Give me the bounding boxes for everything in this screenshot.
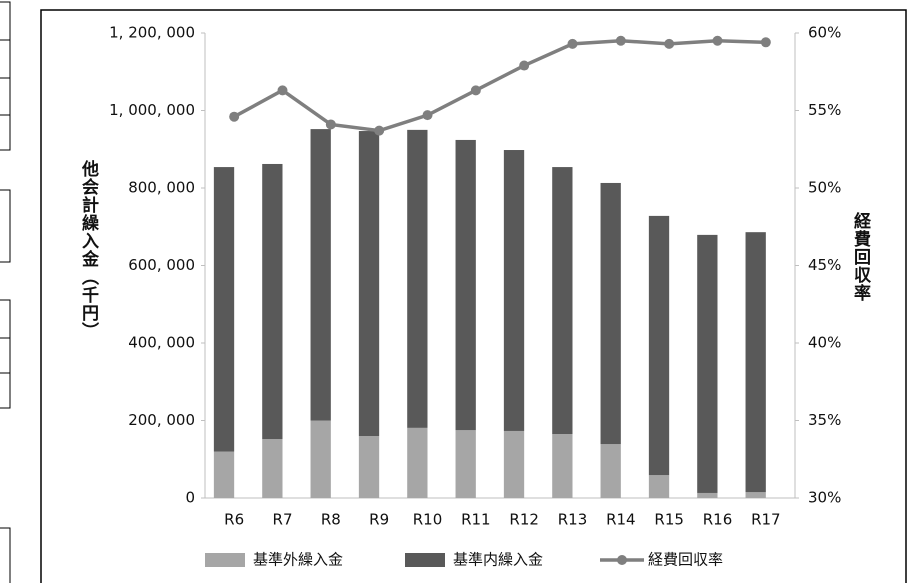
y-tick-label: 1, 200, 000	[109, 24, 195, 42]
y-axis-title: 他会計繰入金（千円）	[78, 159, 100, 340]
line-point	[760, 37, 771, 48]
y2-axis-title: 経費回収率	[850, 211, 871, 302]
bar	[697, 492, 718, 498]
bar	[503, 150, 525, 431]
legend-swatch	[205, 553, 245, 567]
y-tick-label: 0	[185, 489, 195, 507]
x-tick-label: R11	[461, 511, 491, 529]
bar	[552, 434, 573, 498]
y2-tick-label: 45%	[808, 256, 841, 274]
line-point	[229, 111, 240, 122]
bar	[407, 129, 428, 428]
legend-label: 基準外繰入金	[253, 551, 343, 569]
bar	[358, 436, 380, 498]
fragment	[0, 527, 11, 583]
x-tick-label: R8	[321, 511, 341, 529]
bar	[310, 420, 331, 498]
x-tick-label: R14	[606, 511, 636, 529]
y2-tick-label: 60%	[808, 24, 841, 42]
bar	[648, 215, 670, 476]
legend-label: 基準内繰入金	[453, 551, 543, 569]
bar	[552, 167, 573, 435]
bar	[600, 444, 621, 498]
bar	[358, 131, 380, 436]
x-tick-label: R15	[654, 511, 684, 529]
x-tick-label: R9	[369, 511, 389, 529]
legend-swatch	[405, 553, 445, 567]
fragment	[0, 1, 11, 151]
line-point	[422, 110, 433, 121]
line-point	[712, 35, 723, 46]
x-tick-label: R7	[273, 511, 293, 529]
legend-label: 経費回収率	[648, 551, 723, 569]
side-fragments	[0, 1, 11, 583]
bar	[213, 167, 235, 452]
bar	[455, 430, 476, 498]
legend-swatch	[617, 555, 627, 565]
bar	[697, 234, 718, 493]
x-tick-label: R13	[558, 511, 588, 529]
y-tick-label: 600, 000	[128, 256, 195, 274]
bar	[262, 163, 283, 440]
y2-tick-label: 35%	[808, 411, 841, 429]
chart-frame	[40, 9, 907, 583]
y2-tick-label: 50%	[808, 179, 841, 197]
bar	[503, 430, 525, 498]
y2-tick-label: 30%	[808, 489, 841, 507]
bar	[745, 492, 766, 498]
bar	[213, 451, 235, 498]
line-point	[277, 85, 288, 96]
fragment	[0, 189, 11, 263]
bar	[310, 129, 331, 421]
line-point	[615, 35, 626, 46]
y-tick-label: 400, 000	[128, 334, 195, 352]
line-point	[567, 38, 578, 49]
line	[233, 38, 766, 133]
bar	[745, 232, 766, 493]
bar	[648, 475, 670, 498]
bar	[262, 439, 283, 498]
x-tick-label: R10	[413, 511, 443, 529]
line-point	[519, 60, 530, 71]
x-tick-label: R16	[703, 511, 733, 529]
x-tick-label: R17	[751, 511, 781, 529]
line-point	[470, 85, 481, 96]
line-point	[374, 125, 385, 136]
y2-tick-label: 40%	[808, 334, 841, 352]
line-point	[325, 119, 336, 130]
y-tick-label: 800, 000	[128, 179, 195, 197]
bar	[455, 139, 476, 431]
x-tick-label: R6	[224, 511, 244, 529]
fragment	[0, 299, 11, 409]
bar	[407, 427, 428, 498]
bar	[600, 182, 621, 445]
y2-tick-label: 55%	[808, 101, 841, 119]
x-tick-label: R12	[509, 511, 539, 529]
y-tick-label: 1, 000, 000	[109, 101, 195, 119]
y-tick-label: 200, 000	[128, 411, 195, 429]
line-point	[664, 38, 675, 49]
